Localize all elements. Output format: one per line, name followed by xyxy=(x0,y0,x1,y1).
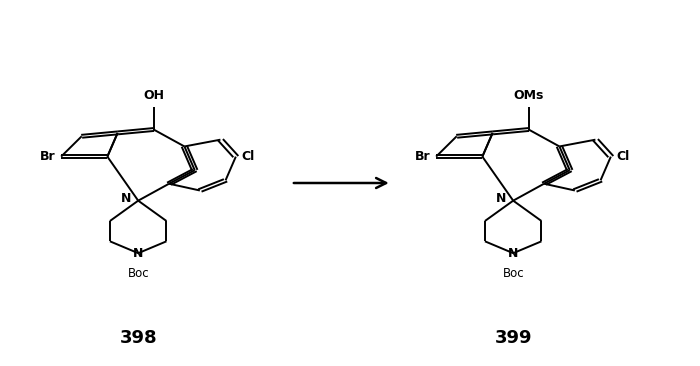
Text: Br: Br xyxy=(40,150,55,163)
Text: OH: OH xyxy=(143,89,164,102)
Text: N: N xyxy=(508,247,519,260)
Text: Boc: Boc xyxy=(127,267,149,280)
Text: OMs: OMs xyxy=(513,89,544,102)
Text: Cl: Cl xyxy=(241,150,255,163)
Text: Br: Br xyxy=(415,150,430,163)
Text: Boc: Boc xyxy=(503,267,524,280)
Text: N: N xyxy=(121,193,132,205)
Text: 398: 398 xyxy=(120,329,157,347)
Text: N: N xyxy=(496,193,506,205)
Text: N: N xyxy=(133,247,144,260)
Text: Cl: Cl xyxy=(617,150,629,163)
Text: 399: 399 xyxy=(494,329,532,347)
